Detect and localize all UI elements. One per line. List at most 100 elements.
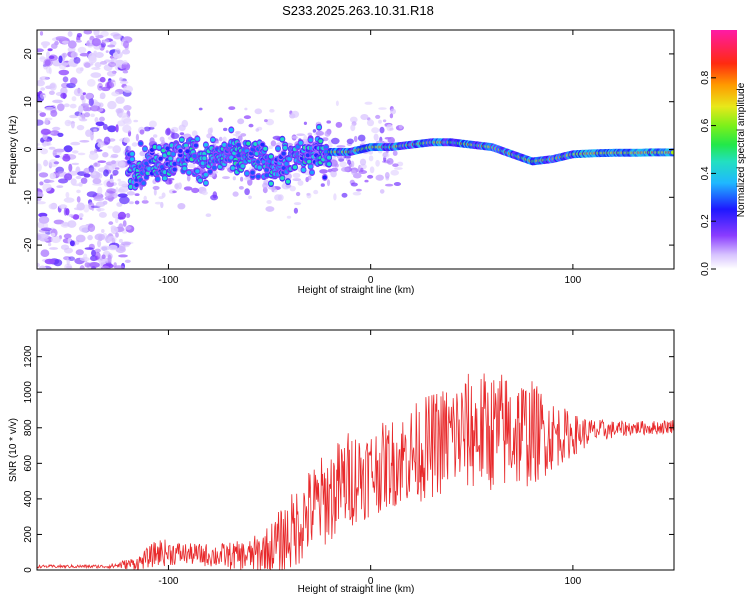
noise-blob: [101, 254, 106, 259]
scatter-blob: [274, 194, 282, 201]
scatter-blob: [350, 124, 356, 132]
noise-blob: [40, 148, 48, 155]
noise-blob: [65, 191, 70, 199]
noise-blob: [100, 245, 111, 251]
noise-blob: [94, 233, 106, 241]
ridge-core: [203, 181, 209, 185]
noise-blob: [61, 40, 70, 44]
noise-blob: [39, 238, 50, 242]
scatter-blob: [326, 179, 331, 187]
noise-blob: [37, 262, 40, 267]
ridge-core: [195, 169, 200, 174]
ridge-core: [165, 146, 170, 151]
noise-blob: [108, 244, 118, 251]
ridge-core: [322, 175, 327, 180]
noise-blob: [70, 178, 77, 186]
noise-blob: [39, 181, 44, 186]
noise-blob: [97, 160, 107, 163]
colorbar-label: Normalized spectral amplitude: [736, 82, 747, 217]
scatter-blob: [218, 117, 224, 123]
scatter-blob: [375, 159, 380, 167]
spectrogram-ylabel: Frequency (Hz): [8, 116, 19, 185]
noise-blob: [73, 88, 83, 97]
colorbar-gradient: [711, 30, 737, 269]
scatter-blob: [331, 167, 339, 172]
scatter-blob: [165, 179, 173, 185]
noise-blob: [117, 178, 121, 182]
scatter-blob: [358, 170, 368, 174]
ridge-core: [192, 154, 197, 158]
spectrogram-xlabel: Height of straight line (km): [298, 285, 415, 296]
ridge-core: [318, 139, 323, 144]
noise-blob: [123, 118, 132, 125]
ridge-core: [200, 161, 206, 166]
ridge-core: [229, 127, 234, 132]
noise-blob: [37, 201, 46, 205]
noise-blob: [72, 150, 79, 154]
noise-blob: [69, 240, 75, 247]
noise-blob: [79, 140, 90, 143]
scatter-blob: [320, 183, 325, 187]
noise-blob: [97, 186, 103, 195]
noise-blob: [60, 87, 68, 95]
noise-blob: [40, 249, 50, 257]
scatter-blob: [335, 121, 343, 128]
scatter-blob: [307, 175, 312, 181]
noise-blob: [37, 110, 43, 113]
scatter-blob: [131, 142, 138, 147]
ridge-core: [229, 155, 234, 160]
noise-blob: [110, 226, 119, 235]
scatter-blob: [367, 174, 374, 179]
ridge-core: [236, 153, 241, 158]
noise-blob: [60, 221, 70, 228]
scatter-blob: [153, 188, 157, 196]
scatter-blob: [170, 132, 180, 139]
scatter-blob: [161, 192, 166, 198]
scatter-blob: [135, 133, 139, 142]
colorbar-ticks: 0.0 0.2 0.4 0.6 0.8: [700, 70, 716, 276]
scatter-blob: [152, 185, 160, 190]
noise-blob: [39, 112, 46, 117]
noise-blob: [122, 85, 134, 93]
noise-blob: [63, 247, 74, 254]
noise-blob: [111, 91, 120, 97]
noise-blob: [69, 103, 77, 109]
noise-blob: [57, 132, 64, 137]
noise-blob: [72, 214, 80, 220]
scatter-blob: [186, 174, 191, 182]
noise-blob: [67, 220, 77, 228]
scatter-blob: [177, 203, 186, 210]
noise-blob: [37, 163, 42, 172]
noise-blob: [102, 39, 110, 44]
noise-blob: [77, 152, 86, 156]
scatter-blob: [212, 170, 218, 174]
noise-blob: [90, 72, 102, 78]
noise-blob: [78, 225, 90, 233]
noise-blob: [79, 217, 83, 220]
ridge-core: [670, 150, 674, 155]
noise-blob: [69, 77, 78, 85]
snr-ytick-label: 0: [23, 567, 34, 573]
ridge-core: [141, 181, 146, 186]
noise-blob: [112, 33, 123, 40]
noise-blob: [64, 173, 73, 181]
ridge-core: [260, 142, 265, 147]
ridge-core: [316, 125, 322, 130]
spectrogram-ytick-label: -20: [23, 237, 34, 252]
noise-blob: [70, 141, 81, 146]
scatter-blob: [240, 133, 247, 137]
scatter-blob: [368, 155, 374, 162]
noise-blob: [118, 223, 124, 232]
noise-blob: [40, 128, 51, 135]
ridge-core: [292, 165, 298, 170]
noise-blob: [88, 152, 99, 160]
ridge-core: [264, 167, 269, 172]
noise-blob: [68, 163, 73, 172]
noise-blob: [37, 234, 42, 241]
noise-blob: [39, 31, 44, 36]
noise-blob: [100, 61, 107, 65]
noise-blob: [47, 48, 53, 52]
scatter-blob: [364, 179, 369, 183]
noise-blob: [86, 191, 98, 198]
noise-blob: [87, 234, 93, 241]
